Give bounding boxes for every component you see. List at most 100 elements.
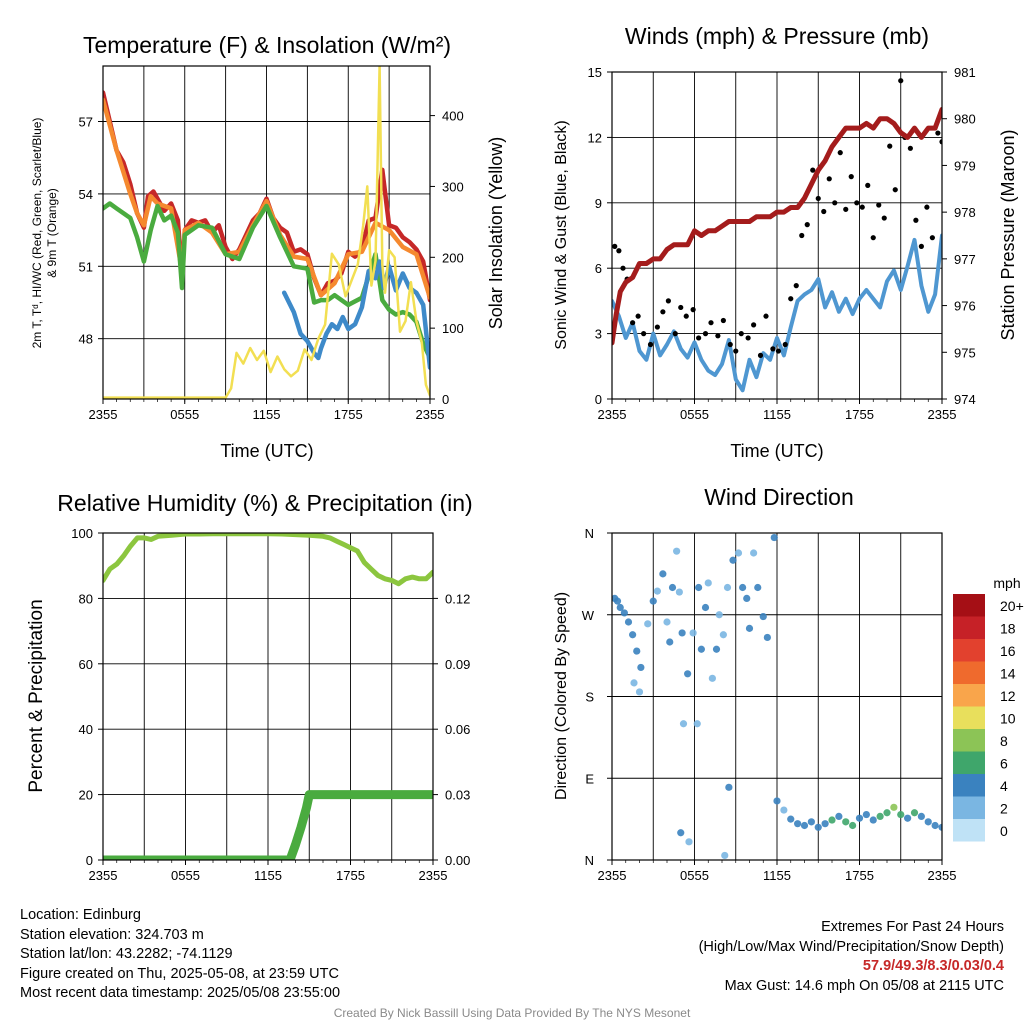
y-tick-label: 9 bbox=[595, 196, 602, 211]
colorbar-label: 16 bbox=[1000, 643, 1016, 659]
direction-point bbox=[708, 674, 716, 682]
colorbar-label: 18 bbox=[1000, 621, 1016, 637]
gust-point bbox=[793, 283, 799, 289]
gust-point bbox=[887, 143, 893, 149]
direction-point bbox=[849, 821, 857, 830]
y-tick-label: N bbox=[585, 853, 594, 868]
x-tick-label: 2355 bbox=[928, 407, 957, 422]
colorbar-label: 10 bbox=[1000, 711, 1016, 727]
x-tick-label: 1155 bbox=[763, 407, 791, 422]
gust-point bbox=[929, 235, 935, 241]
y2-tick-label: 300 bbox=[442, 179, 464, 194]
humidity-ylabel: Percent & Precipitation bbox=[26, 599, 47, 792]
gust-point bbox=[678, 304, 684, 311]
direction-point bbox=[704, 579, 712, 587]
colorbar-swatch bbox=[953, 706, 985, 729]
speed-colorbar: 20+ 18 16 14 12 10 8 6 4 2 0 bbox=[953, 594, 1024, 842]
y2-tick-label: 981 bbox=[954, 65, 976, 80]
y-tick-label: 20 bbox=[79, 788, 93, 803]
max-gust-text: Max Gust: 14.6 mph On 05/08 at 2115 UTC bbox=[724, 977, 1004, 994]
direction-point bbox=[693, 720, 701, 728]
direction-point bbox=[668, 583, 677, 592]
x-tick-label: 1755 bbox=[336, 868, 365, 883]
winds-ticks: 2355 0555 1155 1755 235503691215974975976977… bbox=[588, 65, 976, 422]
humidity-panel: Relative Humidity (%) & Precipitation (i… bbox=[26, 490, 473, 883]
direction-panel: Wind Direction 2355 0555 1155 1755 2355 N E S W N… bbox=[553, 484, 1024, 883]
elevation-text: Station elevation: 324.703 m bbox=[20, 926, 204, 943]
colorbar-swatch bbox=[953, 751, 985, 774]
gust-point bbox=[782, 341, 788, 348]
direction-point bbox=[855, 814, 864, 822]
direction-point bbox=[890, 803, 898, 811]
gust-point bbox=[913, 217, 919, 223]
gust-point bbox=[837, 150, 843, 156]
direction-point bbox=[725, 783, 733, 791]
colorbar-swatch bbox=[953, 684, 985, 707]
x-tick-label: 2355 bbox=[89, 407, 118, 422]
x-tick-label: 1155 bbox=[253, 407, 281, 422]
direction-point bbox=[883, 809, 891, 817]
y-tick-label: 60 bbox=[79, 657, 93, 672]
x-tick-label: 0555 bbox=[170, 407, 199, 422]
insolation-line bbox=[103, 66, 430, 399]
gust-point bbox=[708, 320, 714, 326]
x-tick-label: 0555 bbox=[680, 868, 709, 883]
extremes-values: 57.9/49.3/8.3/0.03/0.4 bbox=[862, 958, 1004, 974]
y2-tick-label: 200 bbox=[442, 250, 464, 265]
y2-tick-label: 0.06 bbox=[445, 722, 470, 737]
colorbar-swatch bbox=[953, 616, 985, 639]
winds-xlabel: Time (UTC) bbox=[730, 441, 823, 461]
direction-point bbox=[678, 629, 686, 637]
latlon-text: Station lat/lon: 43.2282; -74.1129 bbox=[20, 946, 233, 962]
direction-point bbox=[697, 645, 705, 653]
direction-point bbox=[904, 814, 912, 822]
direction-point bbox=[739, 583, 747, 592]
direction-point bbox=[869, 816, 877, 824]
colorbar-swatch bbox=[953, 594, 985, 617]
x-tick-label: 1755 bbox=[334, 407, 363, 422]
colorbar-label: 12 bbox=[1000, 688, 1016, 704]
direction-point bbox=[910, 809, 919, 817]
colorbar-swatch bbox=[953, 819, 985, 842]
direction-point bbox=[794, 820, 802, 828]
sonic-wind-line bbox=[612, 233, 942, 393]
direction-legend-title: mph bbox=[993, 575, 1020, 591]
direction-ylabel: Direction (Colored By Speed) bbox=[553, 592, 570, 800]
direction-point bbox=[750, 549, 758, 557]
colorbar-swatch bbox=[953, 729, 985, 752]
gust-point bbox=[892, 187, 898, 193]
gust-point bbox=[870, 235, 876, 241]
y2-tick-label: 975 bbox=[954, 345, 976, 360]
direction-point bbox=[677, 829, 685, 837]
y-tick-label: N bbox=[585, 526, 594, 541]
recent-data-text: Most recent data timestamp: 2025/05/08 2… bbox=[20, 985, 341, 1001]
winds-ylabel-right: Station Pressure (Maroon) bbox=[998, 129, 1018, 340]
y-tick-label: 0 bbox=[86, 853, 93, 868]
temperature-title: Temperature (F) & Insolation (W/m²) bbox=[83, 32, 451, 58]
direction-point bbox=[931, 821, 939, 830]
x-tick-label: 1755 bbox=[845, 407, 874, 422]
direction-point bbox=[721, 851, 729, 860]
gust-point bbox=[654, 324, 660, 330]
y2-tick-label: 976 bbox=[954, 299, 976, 314]
y2-tick-label: 0.00 bbox=[445, 853, 470, 868]
gust-point bbox=[715, 333, 721, 339]
direction-point bbox=[842, 818, 850, 826]
y-tick-label: 100 bbox=[71, 526, 93, 541]
y2-tick-label: 978 bbox=[954, 205, 976, 220]
extremes-title: Extremes For Past 24 Hours bbox=[821, 919, 1004, 935]
direction-point bbox=[701, 603, 710, 612]
winds-ylabel-left: Sonic Wind & Gust (Blue, Black) bbox=[553, 120, 570, 349]
relative-humidity-line bbox=[103, 533, 433, 587]
y-tick-label: 40 bbox=[79, 722, 93, 737]
gust-point bbox=[635, 313, 641, 319]
direction-point bbox=[763, 633, 771, 642]
gust-point bbox=[788, 296, 794, 302]
gust-point bbox=[733, 348, 739, 354]
gust-point bbox=[881, 215, 887, 221]
direction-point bbox=[629, 631, 637, 639]
created-text: Figure created on Thu, 2025-05-08, at 23… bbox=[20, 965, 339, 982]
direction-point bbox=[633, 647, 641, 655]
y-tick-label: S bbox=[585, 690, 594, 705]
gust-point bbox=[763, 313, 769, 319]
